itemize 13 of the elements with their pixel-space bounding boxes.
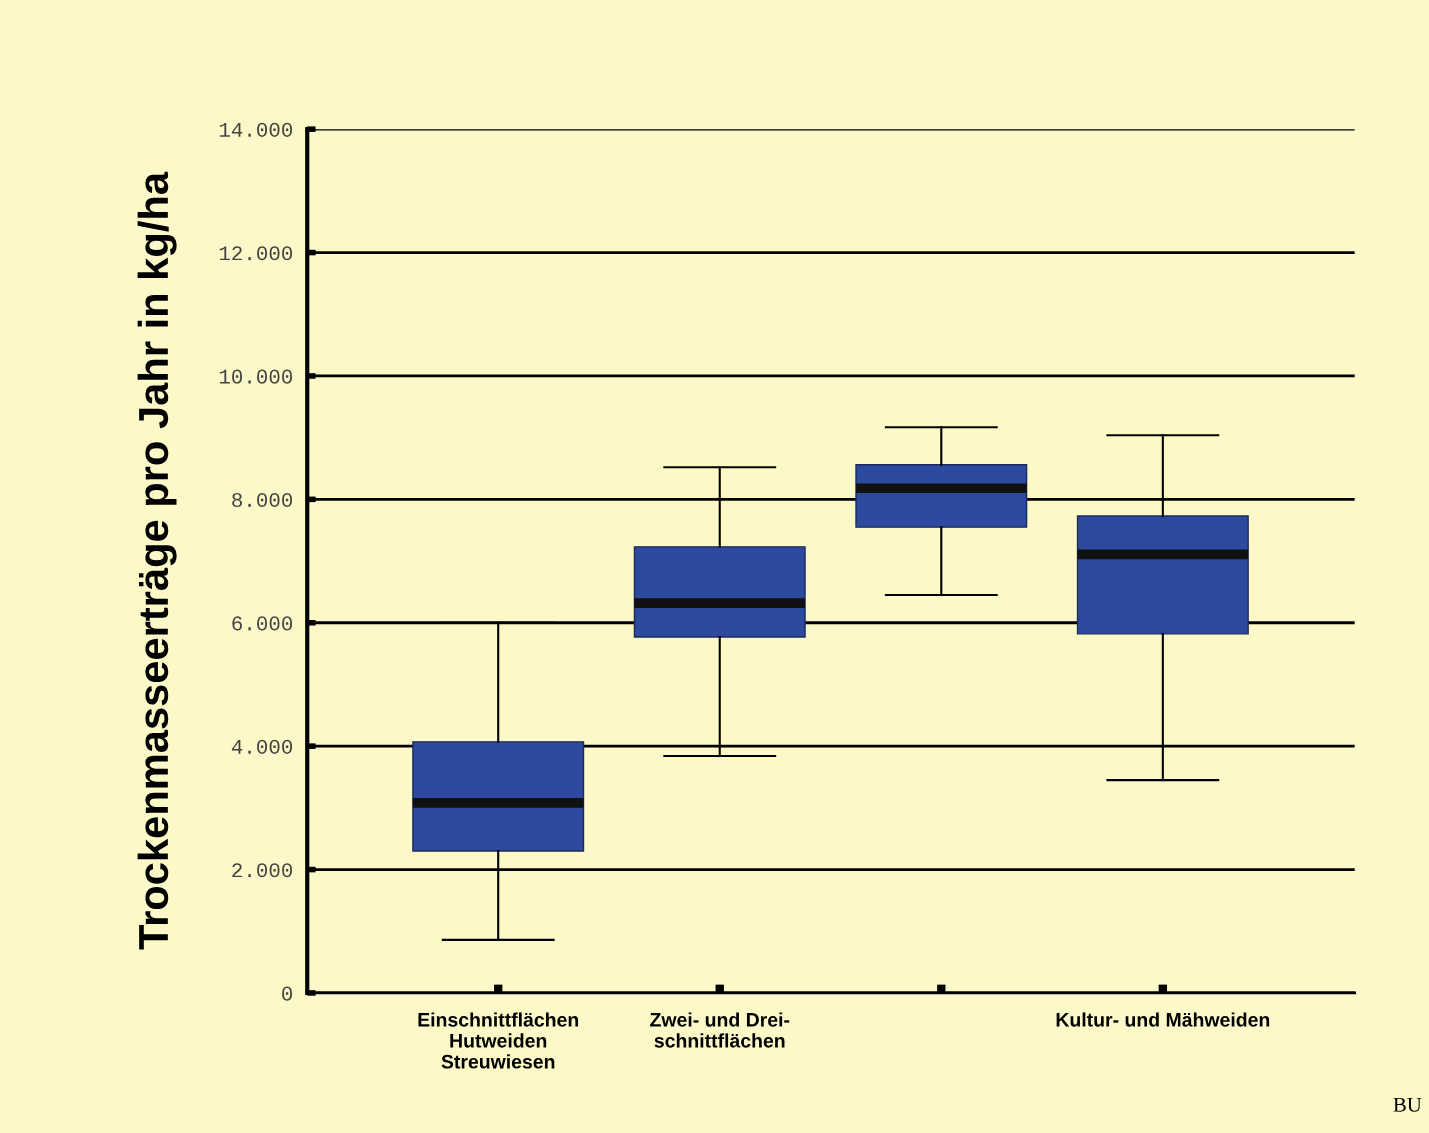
y-tick-label: 4.000 [231, 739, 293, 754]
x-tick-label: Einschnittflächen Hutweiden Streuwiesen [418, 1012, 579, 1069]
y-tick-label: 10.000 [219, 369, 293, 384]
y-tick-label: 12.000 [219, 246, 293, 261]
text: BU [1393, 1097, 1422, 1112]
y-axis-title: Trockenmasseerträge pro Jahr in kg/ha [137, 171, 177, 950]
y-tick-label: 2.000 [232, 863, 293, 878]
y-tick-label: 0 [282, 986, 293, 1001]
x-tick-label: Zwei- und Drei- schnittflächen [650, 1012, 790, 1048]
y-tick-label: 14.000 [219, 122, 293, 137]
y-tick-label: 8.000 [232, 492, 293, 508]
y-tick-label: 6.000 [232, 616, 293, 631]
x-tick-label: Kultur- und Mähweiden [1056, 1012, 1270, 1027]
